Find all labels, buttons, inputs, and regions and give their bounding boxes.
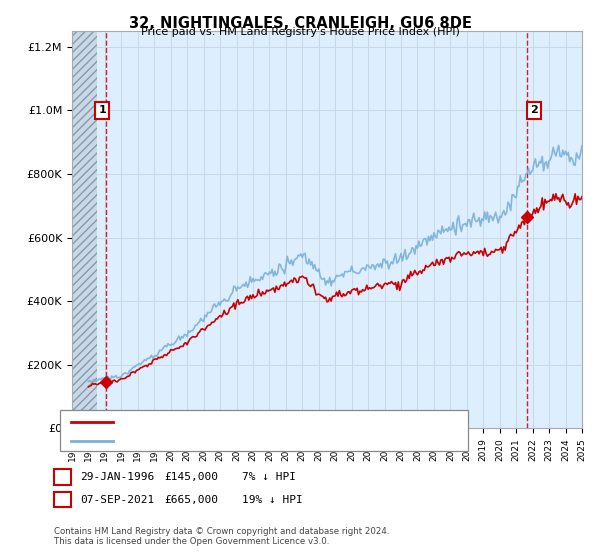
Text: 2: 2	[59, 494, 66, 505]
Text: 32, NIGHTINGALES, CRANLEIGH, GU6 8DE (detached house): 32, NIGHTINGALES, CRANLEIGH, GU6 8DE (de…	[119, 417, 413, 427]
Text: 1: 1	[98, 105, 106, 115]
Text: 19% ↓ HPI: 19% ↓ HPI	[242, 494, 302, 505]
Bar	[72, 31, 97, 428]
Text: £665,000: £665,000	[164, 494, 218, 505]
Text: Price paid vs. HM Land Registry's House Price Index (HPI): Price paid vs. HM Land Registry's House …	[140, 27, 460, 37]
Text: Contains HM Land Registry data © Crown copyright and database right 2024.
This d: Contains HM Land Registry data © Crown c…	[54, 526, 389, 546]
Text: £145,000: £145,000	[164, 472, 218, 482]
Text: HPI: Average price, detached house, Waverley: HPI: Average price, detached house, Wave…	[119, 436, 345, 446]
Text: 32, NIGHTINGALES, CRANLEIGH, GU6 8DE: 32, NIGHTINGALES, CRANLEIGH, GU6 8DE	[128, 16, 472, 31]
Text: 2: 2	[530, 105, 538, 115]
Text: 1: 1	[59, 472, 66, 482]
Text: 7% ↓ HPI: 7% ↓ HPI	[242, 472, 296, 482]
Text: 07-SEP-2021: 07-SEP-2021	[80, 494, 154, 505]
Text: 29-JAN-1996: 29-JAN-1996	[80, 472, 154, 482]
